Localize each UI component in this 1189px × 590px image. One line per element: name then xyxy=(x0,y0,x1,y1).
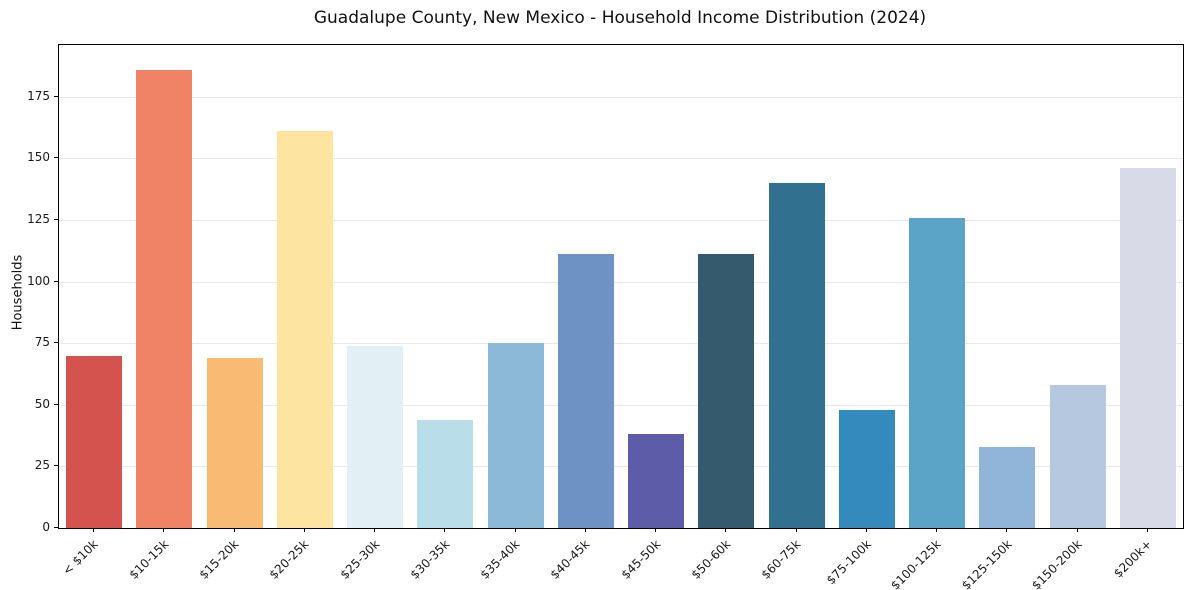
y-tick-label: 150 xyxy=(27,150,50,165)
x-tick-label: $125-150k xyxy=(958,537,1015,590)
x-tick-mark xyxy=(1076,528,1078,532)
x-tick-label: $150-200k xyxy=(1028,537,1085,590)
bar-$35-40k xyxy=(487,343,544,528)
bar-$30-35k xyxy=(417,419,474,528)
gridline xyxy=(59,158,1183,160)
bar-$10-15k xyxy=(136,69,193,528)
bar-$60-75k xyxy=(768,183,825,528)
x-tick-mark xyxy=(655,528,657,532)
x-tick-label: $50-60k xyxy=(688,537,734,582)
x-tick-label: $25-30k xyxy=(337,537,383,582)
gridline xyxy=(59,466,1183,468)
y-tick-label: 0 xyxy=(42,520,50,534)
x-tick-label: $75-100k xyxy=(823,537,874,588)
x-tick-mark xyxy=(303,528,305,532)
x-tick-label: $40-45k xyxy=(547,537,593,582)
bar-$125-150k xyxy=(979,446,1036,528)
y-tick-label: 75 xyxy=(34,335,50,350)
bar-< $10k xyxy=(66,355,123,528)
x-tick-label: $200k+ xyxy=(1111,537,1155,581)
bar-$75-100k xyxy=(838,409,895,528)
y-tick-mark xyxy=(54,342,58,344)
x-tick-mark xyxy=(1146,528,1148,532)
bar-$20-25k xyxy=(276,131,333,528)
gridline xyxy=(59,281,1183,283)
x-tick-mark xyxy=(374,528,376,532)
x-tick-label: $35-40k xyxy=(477,537,523,582)
x-tick-mark xyxy=(514,528,516,532)
y-tick-label: 100 xyxy=(27,273,50,288)
x-tick-label: $60-75k xyxy=(758,537,804,582)
x-tick-label: < $10k xyxy=(60,537,102,578)
x-tick-label: $30-35k xyxy=(407,537,453,582)
x-tick-mark xyxy=(865,528,867,532)
x-tick-mark xyxy=(936,528,938,532)
y-tick-mark xyxy=(54,465,58,467)
x-tick-label: $100-125k xyxy=(888,537,945,590)
plot-area xyxy=(58,44,1184,529)
gridline xyxy=(59,343,1183,345)
y-tick-label: 50 xyxy=(34,396,50,411)
x-tick-mark xyxy=(93,528,95,532)
x-tick-mark xyxy=(163,528,165,532)
x-tick-label: $10-15k xyxy=(126,537,172,582)
x-tick-label: $45-50k xyxy=(618,537,664,582)
bar-$15-20k xyxy=(206,357,263,528)
y-tick-mark xyxy=(54,95,58,97)
bar-$40-45k xyxy=(557,254,614,528)
x-tick-label: $20-25k xyxy=(266,537,312,582)
bar-$100-125k xyxy=(909,217,966,528)
y-tick-label: 175 xyxy=(27,88,50,103)
bar-$50-60k xyxy=(698,254,755,528)
y-tick-mark xyxy=(54,280,58,282)
y-axis-label: Households xyxy=(10,254,26,331)
x-tick-mark xyxy=(444,528,446,532)
bar-$45-50k xyxy=(628,434,685,528)
y-tick-mark xyxy=(54,403,58,405)
bar-$200k+ xyxy=(1119,168,1176,528)
y-tick-mark xyxy=(54,527,58,528)
y-tick-mark xyxy=(54,157,58,159)
chart-title: Guadalupe County, New Mexico - Household… xyxy=(313,8,927,28)
y-tick-label: 125 xyxy=(27,211,50,226)
gridline xyxy=(59,219,1183,221)
y-tick-label: 25 xyxy=(34,458,50,473)
y-tick-mark xyxy=(54,218,58,220)
x-tick-mark xyxy=(725,528,727,532)
x-tick-mark xyxy=(584,528,586,532)
x-tick-mark xyxy=(233,528,235,532)
x-tick-mark xyxy=(795,528,797,532)
x-tick-mark xyxy=(1006,528,1008,532)
x-tick-label: $15-20k xyxy=(196,537,242,582)
bar-$150-200k xyxy=(1049,385,1106,528)
bar-$25-30k xyxy=(347,345,404,528)
gridline xyxy=(59,404,1183,406)
gridline xyxy=(59,96,1183,98)
